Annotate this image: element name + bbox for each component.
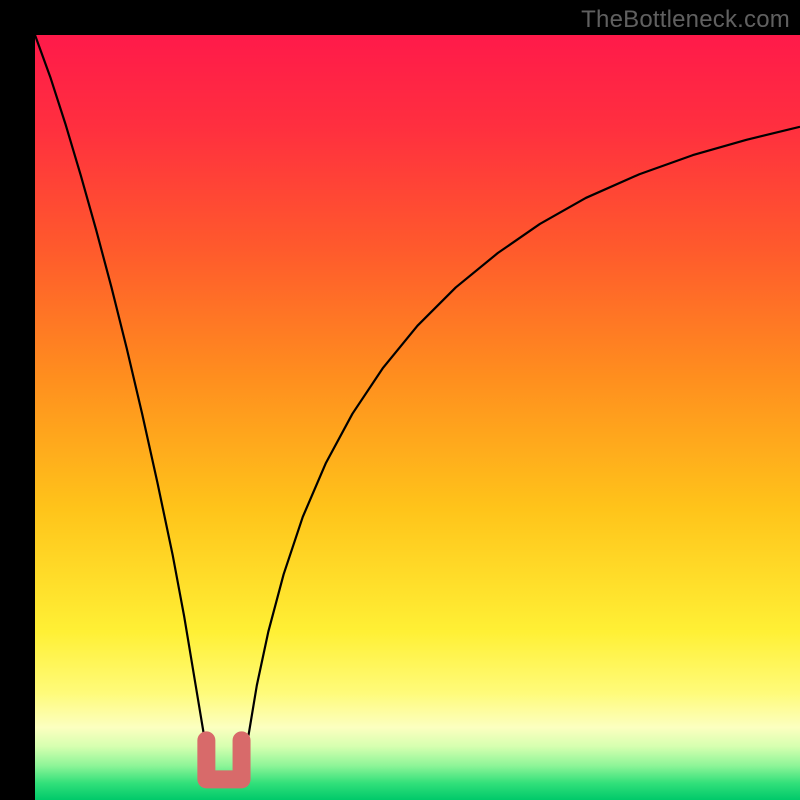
watermark-text: TheBottleneck.com	[581, 6, 790, 34]
valley-marker	[206, 740, 241, 779]
plot-area	[35, 35, 800, 800]
bottleneck-curve	[35, 35, 800, 779]
chart-svg	[35, 35, 800, 800]
